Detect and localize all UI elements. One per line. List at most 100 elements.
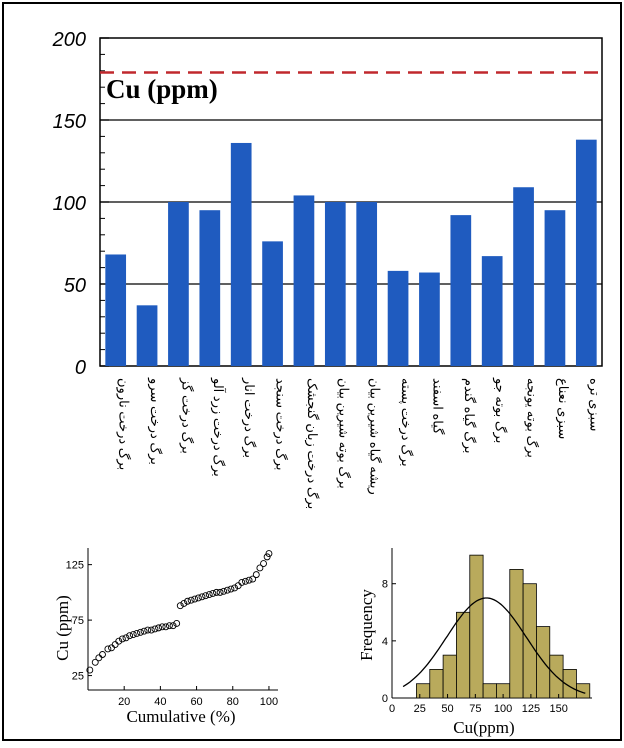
data-point	[108, 644, 115, 652]
histogram-ticks: 0 25 50 75 100 125 150 0 4 8	[382, 579, 568, 715]
y-tick-label: 150	[53, 111, 86, 133]
y-tick-label: 0	[75, 357, 86, 379]
data-point	[198, 593, 206, 601]
data-point	[194, 594, 202, 602]
bar-10	[387, 270, 409, 366]
frequency-histogram: 0 25 50 75 100 125 150 0 4 8 Cu(ppm) Frequency	[357, 548, 592, 737]
scatter-x-label: Cumulative (%)	[126, 707, 235, 726]
bar-6	[262, 241, 283, 366]
category-label-13: برگ بوته جو	[492, 377, 508, 443]
data-point	[155, 624, 163, 632]
category-label-6: برگ درخت سنجد	[273, 378, 289, 471]
data-point	[140, 627, 148, 635]
data-point	[223, 586, 231, 594]
x-tick-label: 20	[118, 696, 130, 708]
y-tick-label: 200	[52, 29, 86, 51]
main-chart-title: Cu (ppm)	[106, 74, 218, 104]
data-point	[133, 629, 141, 637]
x-tick-label: 100	[260, 696, 278, 708]
x-tick-label: 50	[441, 703, 453, 715]
bar-8	[324, 202, 346, 366]
data-point	[173, 619, 181, 627]
data-point	[241, 577, 249, 585]
bar-3	[168, 202, 189, 366]
category-label-7: برگ درخت زبان گنجشک	[304, 378, 320, 509]
data-point	[151, 625, 159, 633]
main-category-labels: برگ درخت نارون برگ درخت سرو برگ درخت گز برگ…	[116, 377, 603, 509]
data-point	[158, 623, 166, 631]
x-tick-label: 75	[469, 703, 481, 715]
category-label-9: ریشه گیاه شیرین بیان	[367, 378, 383, 495]
bar-1	[105, 254, 127, 366]
cumulative-scatter-chart: 20 40 60 80 100 25 75 125 Cumulative (%) Cu (pp…	[53, 548, 278, 726]
bar-5	[230, 142, 252, 366]
y-tick-label: 125	[66, 560, 84, 572]
y-tick-label: 100	[53, 193, 86, 215]
data-point	[176, 602, 184, 610]
data-point	[256, 564, 264, 572]
category-label-3: برگ درخت گز	[178, 377, 194, 454]
data-point	[111, 641, 119, 648]
category-label-10: برگ درخت پسته	[398, 378, 414, 467]
data-point	[118, 635, 126, 643]
category-label-11: گیاه اسفند	[430, 378, 445, 435]
bar-4	[199, 210, 221, 366]
data-point	[104, 645, 112, 653]
bar-12	[450, 215, 472, 366]
category-label-2: برگ درخت سرو	[147, 377, 163, 465]
data-point	[144, 626, 152, 634]
scatter-y-label: Cu (ppm)	[53, 595, 72, 661]
data-point	[99, 651, 106, 658]
hist-y-label: Frequency	[357, 589, 376, 661]
y-tick-label: 75	[72, 615, 84, 627]
data-point	[165, 622, 173, 630]
data-point	[260, 560, 267, 567]
histogram-bar	[522, 583, 537, 699]
histogram-bars	[416, 554, 591, 699]
y-tick-label: 4	[382, 636, 388, 648]
data-point	[263, 553, 271, 561]
scatter-ticks: 20 40 60 80 100 25 75 125	[66, 560, 278, 708]
data-point	[238, 578, 246, 586]
data-point	[265, 550, 273, 557]
data-point	[86, 666, 94, 674]
category-label-8: برگ بوته شیرین بیان	[335, 378, 351, 489]
bar-11	[419, 272, 440, 366]
data-point	[162, 623, 170, 631]
histogram-bar	[576, 683, 591, 699]
hist-x-label: Cu(ppm)	[453, 718, 514, 737]
data-point	[169, 622, 177, 630]
bar-13	[481, 256, 503, 366]
category-label-12: برگ گیاه گندم	[461, 378, 477, 454]
data-point	[205, 591, 213, 599]
data-point	[213, 588, 220, 596]
data-point	[122, 634, 130, 642]
y-tick-label: 0	[382, 693, 388, 705]
category-label-15: سبزی نعناع	[555, 378, 571, 439]
y-tick-label: 25	[72, 671, 84, 683]
bar-2	[136, 305, 158, 366]
bar-14	[513, 187, 534, 366]
histogram-bar	[442, 654, 457, 699]
normal-curve	[402, 597, 586, 694]
x-tick-label: 25	[414, 703, 426, 715]
data-point	[137, 628, 144, 636]
category-label-14: برگ بوته یونجه	[524, 378, 540, 458]
x-tick-label: 60	[190, 696, 202, 708]
data-point	[231, 584, 239, 592]
data-point	[216, 588, 224, 596]
bar-16	[575, 139, 597, 366]
x-tick-label: 100	[494, 703, 512, 715]
bar-7	[293, 195, 315, 366]
category-label-5: برگ درخت انار	[241, 377, 257, 458]
scatter-points	[86, 550, 273, 674]
data-point	[209, 590, 217, 597]
bar-15	[544, 210, 566, 366]
x-tick-label: 150	[549, 703, 567, 715]
data-point	[202, 592, 210, 600]
main-bars	[105, 139, 597, 366]
data-point	[147, 626, 155, 634]
y-tick-label: 50	[64, 275, 86, 297]
